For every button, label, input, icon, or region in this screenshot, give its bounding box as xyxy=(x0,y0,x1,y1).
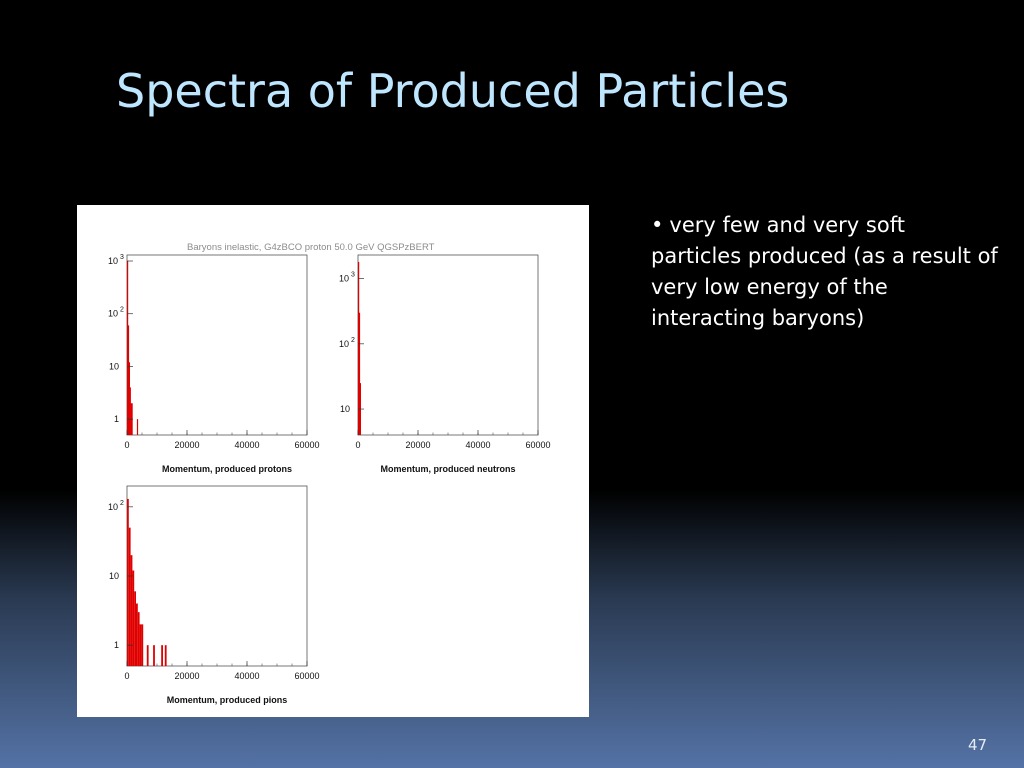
x-tick-label: 0 xyxy=(124,440,129,450)
histogram-bar xyxy=(128,527,131,666)
x-axis-label: Momentum, produced neutrons xyxy=(381,464,516,474)
histogram-svg: Baryons inelastic, G4zBCO proton 50.0 Ge… xyxy=(108,242,551,705)
histogram-figure: Baryons inelastic, G4zBCO proton 50.0 Ge… xyxy=(77,205,589,717)
y-tick-label: 10 xyxy=(339,339,349,349)
histogram-bar xyxy=(161,645,163,666)
histogram-bar xyxy=(127,261,129,435)
histogram-bar xyxy=(141,624,144,666)
y-tick-label: 10 xyxy=(108,502,118,512)
y-tick-label: 10 xyxy=(340,404,350,414)
y-tick-exponent: 2 xyxy=(351,337,355,344)
histogram-bar xyxy=(153,645,155,666)
x-tick-label: 20000 xyxy=(174,440,199,450)
histogram-bar xyxy=(128,362,130,435)
plot-frame-1 xyxy=(357,254,539,436)
histogram-bar xyxy=(358,312,361,435)
histogram-bar xyxy=(130,555,133,666)
plot-frame-2 xyxy=(126,485,308,667)
x-tick-label: 20000 xyxy=(174,671,199,681)
histogram-bar xyxy=(129,387,131,435)
histogram-bar xyxy=(136,603,138,666)
y-tick-label: 1 xyxy=(114,414,119,424)
x-tick-label: 60000 xyxy=(525,440,550,450)
histogram-bar xyxy=(146,645,149,666)
histogram-bar xyxy=(132,570,135,666)
bullet-point: • very few and very soft particles produc… xyxy=(651,210,1001,334)
histogram-bar xyxy=(139,624,142,666)
y-tick-exponent: 2 xyxy=(120,307,124,314)
figure-title: Baryons inelastic, G4zBCO proton 50.0 Ge… xyxy=(187,242,435,253)
y-tick-exponent: 3 xyxy=(351,272,355,279)
plot-frame-0 xyxy=(126,254,308,436)
histogram-bar xyxy=(164,645,167,666)
x-tick-label: 40000 xyxy=(465,440,490,450)
y-tick-label: 10 xyxy=(109,361,119,371)
x-tick-label: 0 xyxy=(355,440,360,450)
y-tick-label: 10 xyxy=(109,571,119,581)
histogram-bar xyxy=(136,419,139,435)
histogram-bar xyxy=(127,498,129,666)
y-tick-label: 10 xyxy=(339,274,349,284)
x-tick-label: 20000 xyxy=(405,440,430,450)
y-tick-label: 10 xyxy=(108,256,118,266)
y-tick-label: 10 xyxy=(108,309,118,319)
x-axis-label: Momentum, produced pions xyxy=(167,695,288,705)
y-tick-label: 1 xyxy=(114,640,119,650)
histogram-bar xyxy=(134,591,136,666)
page-number: 47 xyxy=(968,736,988,754)
x-tick-label: 60000 xyxy=(294,671,319,681)
bullet-symbol: • xyxy=(651,213,664,237)
x-tick-label: 40000 xyxy=(234,440,259,450)
slide-title: Spectra of Produced Particles xyxy=(116,64,790,118)
y-tick-exponent: 2 xyxy=(120,500,124,507)
histogram-bar xyxy=(358,261,360,435)
histogram-bar xyxy=(127,325,130,435)
x-axis-label: Momentum, produced protons xyxy=(162,464,292,474)
y-tick-exponent: 3 xyxy=(120,254,124,261)
x-tick-label: 60000 xyxy=(294,440,319,450)
bullet-text: very few and very soft particles produce… xyxy=(651,213,998,330)
x-tick-label: 0 xyxy=(124,671,129,681)
x-tick-label: 40000 xyxy=(234,671,259,681)
histogram-bar xyxy=(137,612,140,666)
